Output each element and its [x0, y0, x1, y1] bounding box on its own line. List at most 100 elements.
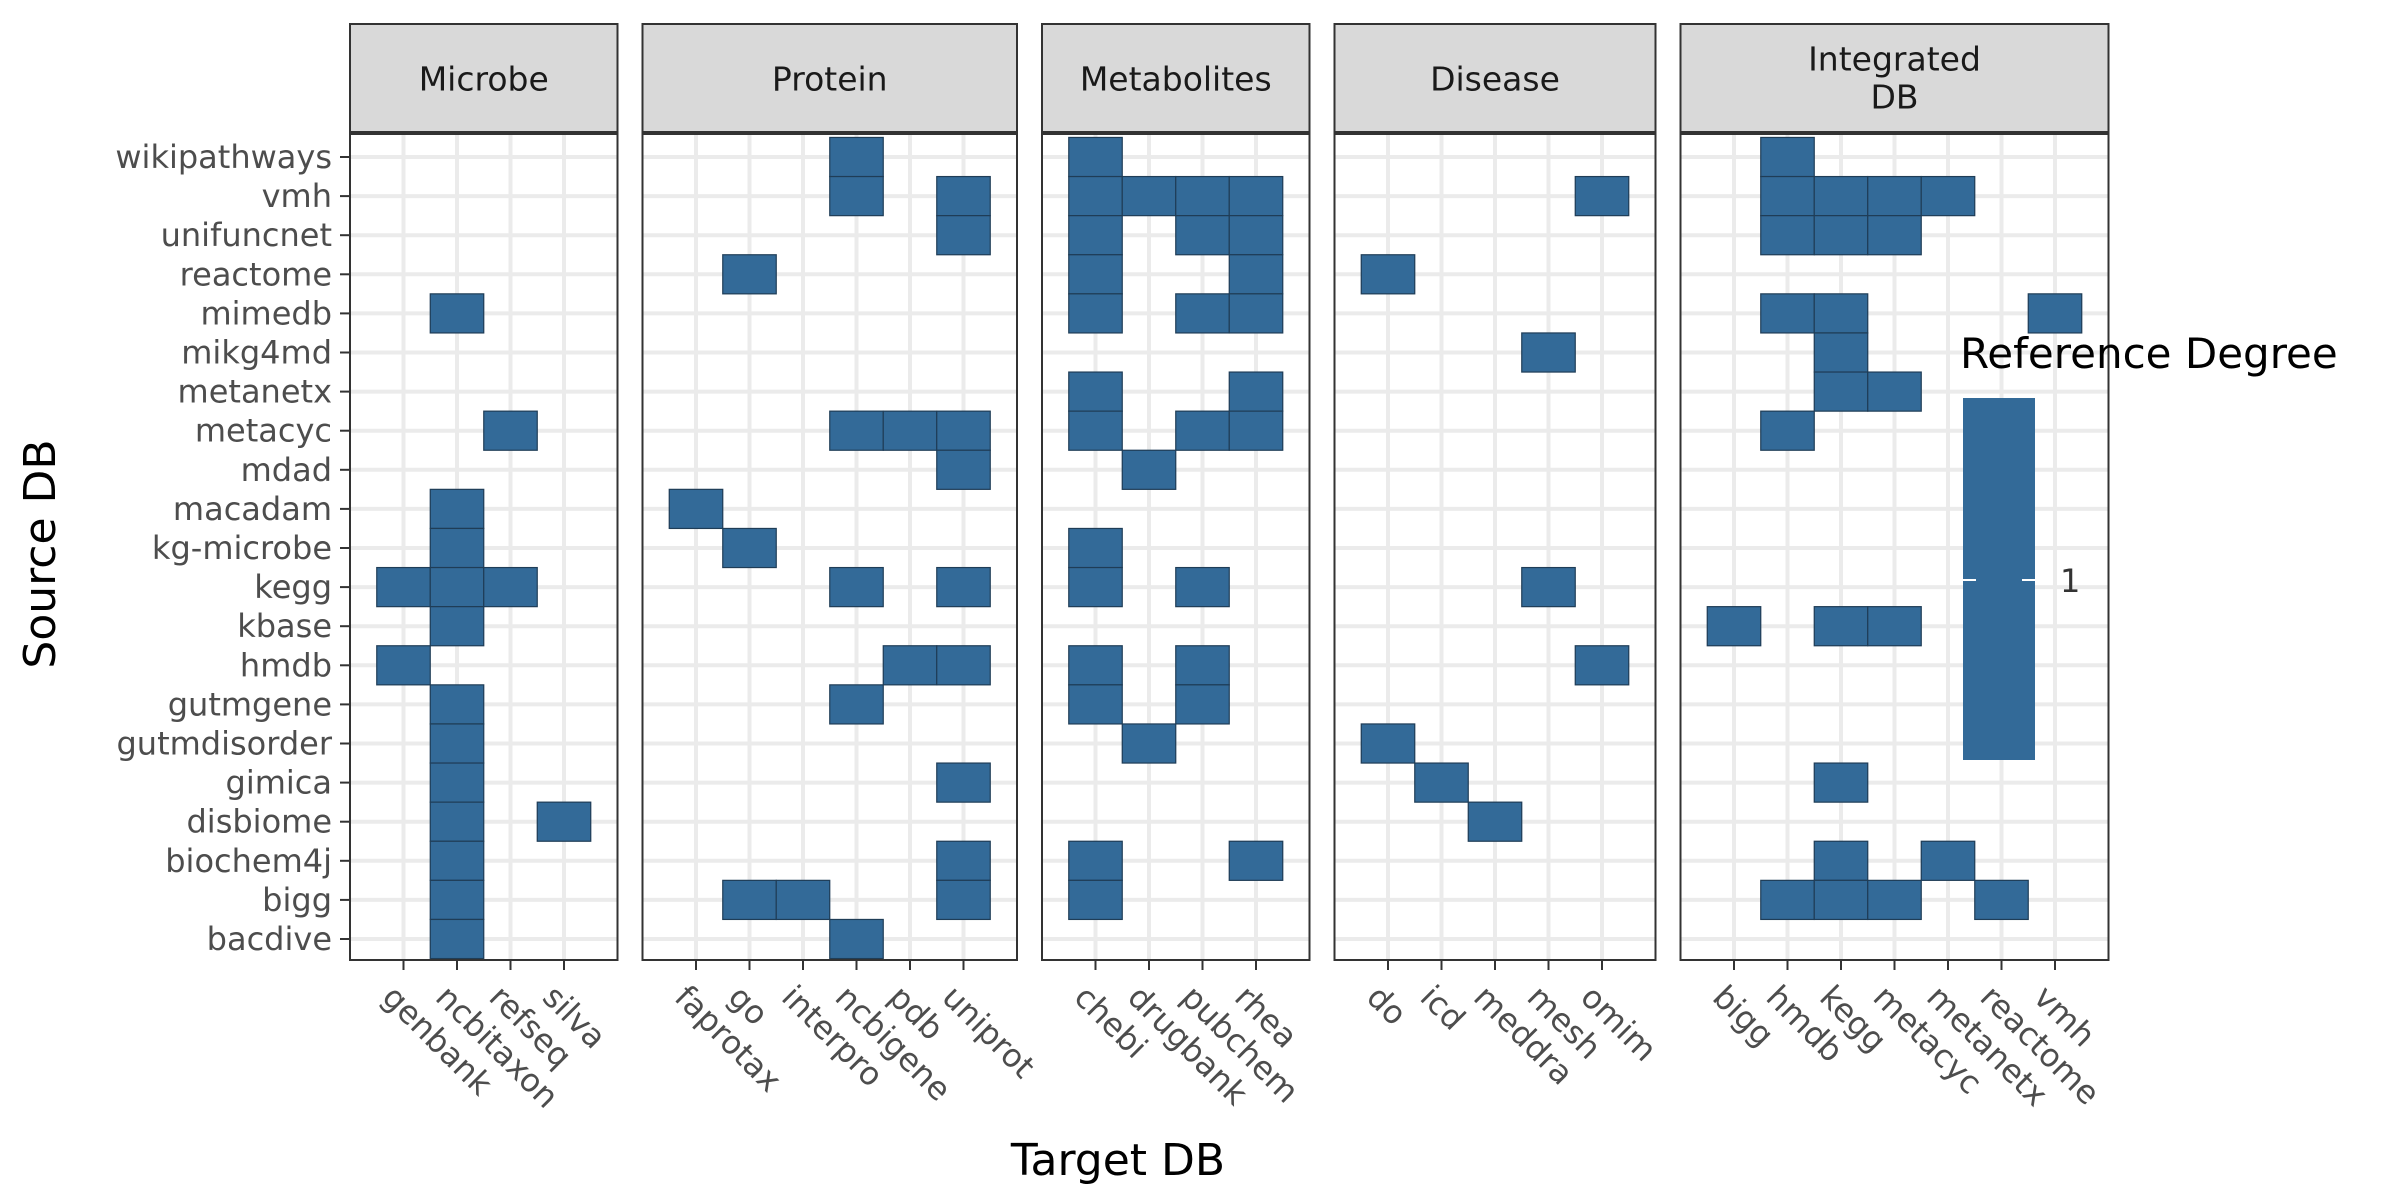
- heatmap-cell: [429, 606, 485, 647]
- y-tick-label: reactome: [180, 255, 332, 293]
- heatmap-cell: [1068, 293, 1123, 334]
- heatmap-cell: [1574, 175, 1630, 217]
- heatmap-cell: [2027, 293, 2083, 334]
- heatmap-cell: [429, 918, 485, 960]
- heatmap-cell: [722, 879, 777, 921]
- facet-strip-label: Disease: [1430, 60, 1560, 99]
- y-tick-label: mdad: [241, 451, 332, 489]
- heatmap-cell: [1760, 410, 1815, 451]
- heatmap-cell: [429, 879, 485, 921]
- heatmap-cell: [1068, 254, 1123, 295]
- facet-strip-label: Protein: [772, 60, 888, 99]
- heatmap-cell: [775, 879, 831, 921]
- heatmap-cell: [936, 840, 991, 881]
- y-tick-label: macadam: [173, 490, 332, 528]
- heatmap-cell: [1121, 449, 1177, 490]
- y-tick-label: mikg4md: [181, 334, 332, 372]
- heatmap-cell: [1867, 879, 1922, 921]
- y-tick-label: gutmdisorder: [116, 725, 332, 763]
- heatmap-cell: [429, 488, 485, 530]
- x-tick-label: do: [1359, 978, 1414, 1033]
- heatmap-cell: [936, 762, 991, 803]
- y-tick-label: gimica: [226, 764, 332, 802]
- heatmap-cell: [1121, 175, 1177, 217]
- y-tick-label: hmdb: [240, 646, 332, 684]
- heatmap-cell: [829, 684, 884, 725]
- legend-title: Reference Degree: [1960, 329, 2338, 378]
- heatmap-cell: [1360, 723, 1416, 764]
- heatmap-cell: [1813, 762, 1869, 803]
- heatmap-cell: [1228, 410, 1284, 451]
- heatmap-cell: [429, 527, 485, 569]
- heatmap-cell: [1175, 684, 1230, 725]
- heatmap-cell: [1228, 840, 1284, 881]
- heatmap-cell: [429, 762, 485, 803]
- y-tick-label: mimedb: [200, 294, 332, 332]
- heatmap-cell: [429, 293, 485, 334]
- heatmap-cell: [1867, 215, 1922, 256]
- heatmap-cell: [882, 645, 938, 686]
- heatmap-cell: [429, 566, 485, 608]
- heatmap-cell: [936, 566, 991, 608]
- heatmap-cell: [1813, 840, 1869, 881]
- heatmap-cell: [668, 488, 724, 530]
- y-tick-label: wikipathways: [115, 138, 332, 176]
- x-tick-label: uniprot: [935, 978, 1043, 1086]
- heatmap-cell: [483, 410, 538, 451]
- heatmap-cell: [1175, 410, 1230, 451]
- heatmap-cell: [1467, 801, 1523, 842]
- facet-strip: [1041, 23, 1311, 134]
- heatmap-cell: [1175, 293, 1230, 334]
- heatmap-cell: [1360, 254, 1416, 295]
- heatmap-cell: [429, 840, 485, 881]
- heatmap-cell: [1068, 684, 1123, 725]
- facet-strip: [641, 23, 1018, 134]
- heatmap-cell: [882, 410, 938, 451]
- heatmap-cell: [429, 723, 485, 764]
- y-tick-label: vmh: [262, 177, 332, 215]
- heatmap-cell: [722, 254, 777, 295]
- y-tick-label: disbiome: [186, 803, 332, 841]
- y-axis-title: Source DB: [15, 439, 66, 668]
- heatmap-cell: [936, 215, 991, 256]
- heatmap-cell: [1867, 606, 1922, 647]
- facet-panel-4: Integrated DBbigghmdbkeggmetacycmetanetxr…: [1679, 23, 2110, 1114]
- heatmap-cell: [429, 684, 485, 725]
- heatmap-cell: [1813, 606, 1869, 647]
- heatmap-cell: [1068, 527, 1123, 569]
- heatmap-cell: [1175, 566, 1230, 608]
- heatmap-cell: [1760, 136, 1815, 178]
- heatmap-cell: [936, 410, 991, 451]
- heatmap-cell: [1068, 136, 1123, 178]
- heatmap-cell: [1974, 879, 2029, 921]
- heatmap-cell: [1068, 175, 1123, 217]
- y-tick-label: biochem4j: [165, 842, 332, 880]
- heatmap-cell: [829, 566, 884, 608]
- y-tick-label: kegg: [254, 568, 332, 606]
- facet-strip-label: Integrated DB: [1808, 40, 1981, 117]
- legend: Reference Degree 1: [1960, 329, 2338, 760]
- y-tick-label: metanetx: [178, 373, 332, 411]
- heatmap-cell: [1175, 175, 1230, 217]
- heatmap-cell: [1867, 175, 1922, 217]
- heatmap-cell: [1068, 566, 1123, 608]
- heatmap-cell: [1706, 606, 1762, 647]
- heatmap-cell: [1175, 215, 1230, 256]
- heatmap-cell: [1175, 645, 1230, 686]
- heatmap-cell: [1228, 371, 1284, 412]
- facet-strip-label: Metabolites: [1080, 60, 1272, 99]
- heatmap-cell: [1813, 371, 1869, 412]
- heatmap-cell: [1228, 215, 1284, 256]
- heatmap-cell: [1414, 762, 1469, 803]
- heatmap-cell: [1867, 371, 1922, 412]
- heatmap-cell: [1760, 293, 1815, 334]
- heatmap-cell: [1121, 723, 1177, 764]
- heatmap-cell: [1068, 371, 1123, 412]
- heatmap-cell: [936, 879, 991, 921]
- heatmap-cell: [936, 175, 991, 217]
- heatmap-cell: [1813, 293, 1869, 334]
- heatmap-cell: [483, 566, 538, 608]
